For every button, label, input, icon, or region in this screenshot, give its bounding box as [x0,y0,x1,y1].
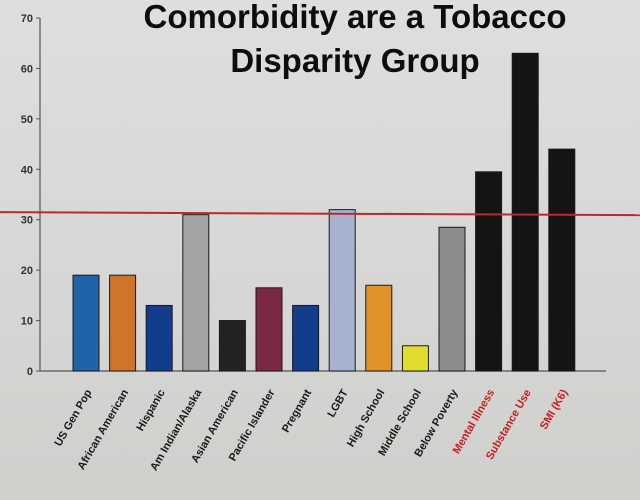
y-tick-label: 40 [21,164,33,176]
reference-line-group [0,211,640,217]
bar [109,274,137,372]
x-tick-label: High School [345,388,387,450]
chart-title: Comorbidity are a Tobacco Disparity Grou… [144,0,567,79]
y-tick-label: 30 [21,215,33,227]
bar [328,209,356,372]
bar [511,52,539,372]
chart-title-line-1: Comorbidity are a Tobacco [144,0,567,35]
x-tick-label: US Gen Pop [52,387,94,448]
x-tick-label: SMI (K6) [538,387,571,431]
bar [72,274,100,372]
y-tick-label: 60 [21,63,33,75]
chart-bars [72,52,576,372]
reference-line [0,211,640,217]
x-tick-label: Pregnant [280,387,314,435]
chart-title-line-2: Disparity Group [230,42,479,79]
bar [401,345,429,372]
bar [475,171,503,372]
bar [218,320,246,372]
y-tick-label: 70 [21,13,33,25]
bar [182,214,210,372]
y-tick-label: 0 [27,366,33,378]
y-tick-label: 20 [21,265,33,277]
y-tick-label: 10 [21,316,33,328]
bar [548,148,576,372]
y-tick-label: 50 [21,114,33,126]
bar [255,287,283,372]
x-tick-label: Hispanic [134,388,167,434]
bar [438,226,466,372]
bar [145,304,173,372]
y-axis-ticks: 0 10 20 30 40 50 60 70 [21,13,40,378]
x-tick-label: LGBT [325,387,351,419]
bar [292,304,320,372]
bar [365,284,393,372]
